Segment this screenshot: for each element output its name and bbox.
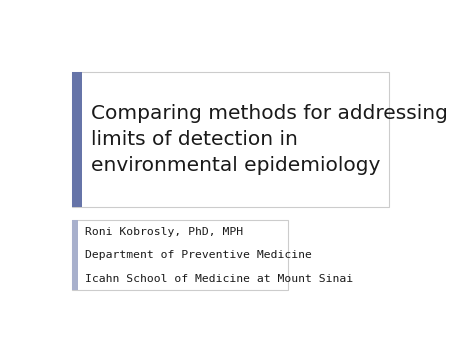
Bar (72, 220, 78, 290)
Bar (72, 220, 288, 290)
Text: Icahn School of Medicine at Mount Sinai: Icahn School of Medicine at Mount Sinai (85, 274, 353, 284)
Bar (72, 72, 389, 207)
Text: Comparing methods for addressing
limits of detection in
environmental epidemiolo: Comparing methods for addressing limits … (91, 104, 448, 175)
Text: Department of Preventive Medicine: Department of Preventive Medicine (85, 250, 312, 260)
Text: Roni Kobrosly, PhD, MPH: Roni Kobrosly, PhD, MPH (85, 227, 243, 237)
Bar (72, 72, 82, 207)
